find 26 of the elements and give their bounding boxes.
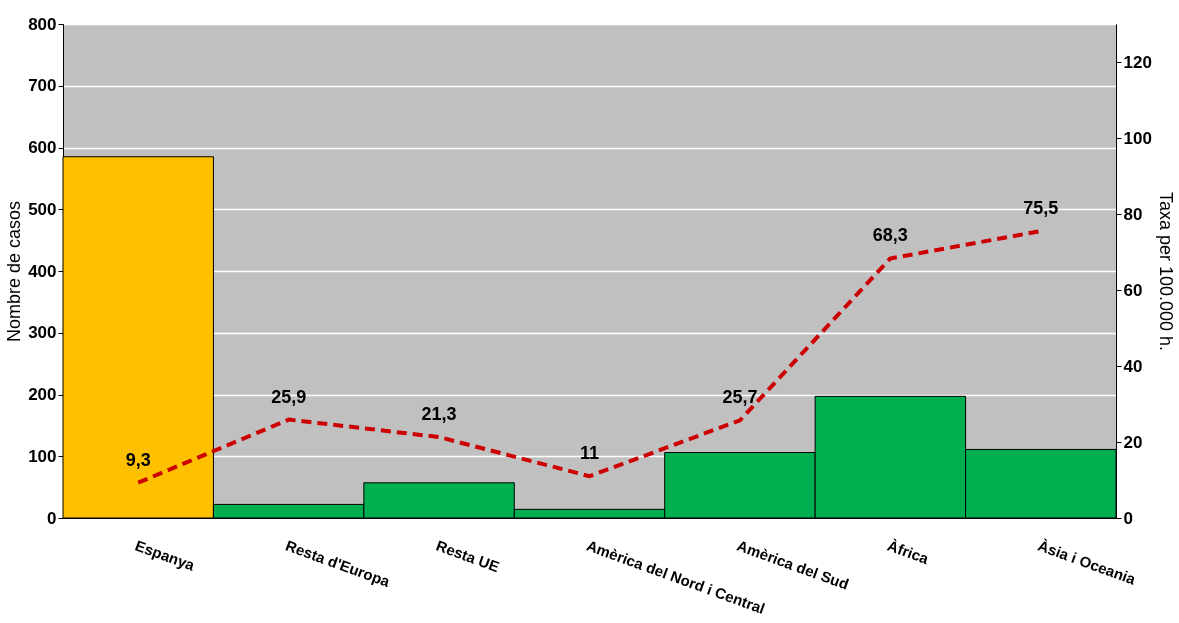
data-label: 25,9 (271, 386, 307, 407)
y-tick-label: 500 (28, 199, 57, 219)
y-tick-label: 300 (28, 323, 57, 343)
y-tick-label: 800 (28, 14, 57, 34)
data-label: 11 (579, 443, 600, 464)
y2-tick-label: 40 (1123, 356, 1143, 376)
data-label: 75,5 (1023, 198, 1059, 219)
y-tick-label: 200 (28, 385, 57, 404)
data-label: 68,3 (872, 225, 908, 246)
y-tick-label: 400 (28, 261, 57, 281)
y2-tick-label: 0 (1123, 508, 1133, 528)
y-tick-label: 0 (47, 508, 57, 528)
data-label: 25,7 (722, 387, 758, 408)
y-tick-label: 600 (28, 138, 57, 157)
y2-axis-title: Taxa per 100.000 h. (1155, 191, 1176, 352)
y2-tick-label: 120 (1123, 52, 1152, 72)
y-axis-title: Nombre de casos (4, 200, 25, 343)
y2-tick-label: 100 (1123, 128, 1152, 148)
x-tick-label: Resta UE (433, 536, 502, 576)
y2-tick-label: 20 (1123, 432, 1143, 452)
y2-tick-label: 60 (1123, 280, 1143, 300)
data-label: 9,3 (125, 449, 151, 470)
y-tick-label: 700 (28, 76, 57, 96)
y-tick-label: 100 (28, 446, 57, 466)
data-label: 21,3 (421, 404, 457, 425)
y2-tick-label: 80 (1123, 204, 1143, 224)
